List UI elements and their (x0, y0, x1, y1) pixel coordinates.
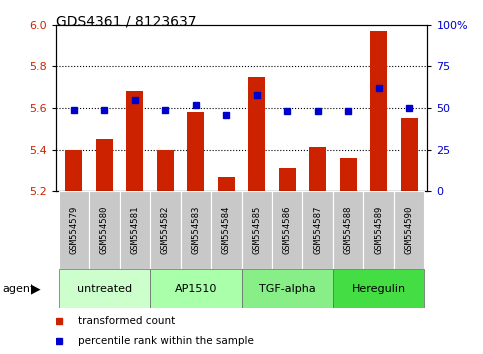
Bar (58, 191, 89, 269)
Text: GSM554580: GSM554580 (100, 206, 109, 254)
Text: GSM554579: GSM554579 (70, 206, 78, 254)
Text: GSM554590: GSM554590 (405, 206, 413, 254)
Bar (181, 191, 211, 269)
Text: GSM554581: GSM554581 (130, 206, 139, 254)
Bar (150, 191, 181, 269)
Bar (248, 77, 265, 191)
Bar (242, 269, 333, 308)
Text: GSM554582: GSM554582 (161, 206, 170, 254)
Bar (58, 269, 150, 308)
Bar (333, 191, 363, 269)
Text: untreated: untreated (77, 284, 132, 293)
Bar (120, 191, 150, 269)
Bar (302, 191, 333, 269)
Text: GSM554585: GSM554585 (252, 206, 261, 254)
Text: transformed count: transformed count (78, 316, 175, 326)
Bar (242, 191, 272, 269)
Text: GSM554586: GSM554586 (283, 206, 292, 254)
Bar (211, 191, 242, 269)
Bar (187, 112, 204, 191)
Text: ▶: ▶ (31, 282, 41, 295)
Bar (89, 191, 120, 269)
Text: GSM554587: GSM554587 (313, 206, 322, 254)
Text: Heregulin: Heregulin (352, 284, 406, 293)
Text: percentile rank within the sample: percentile rank within the sample (78, 336, 254, 346)
Bar (279, 168, 296, 191)
Bar (66, 149, 82, 191)
Text: TGF-alpha: TGF-alpha (259, 284, 315, 293)
Bar (363, 191, 394, 269)
Bar (96, 139, 113, 191)
Text: GSM554589: GSM554589 (374, 206, 383, 254)
Bar (340, 158, 356, 191)
Bar (394, 191, 425, 269)
Bar (370, 31, 387, 191)
Bar (157, 149, 174, 191)
Text: GSM554588: GSM554588 (344, 206, 353, 254)
Bar (309, 148, 326, 191)
Bar (150, 269, 242, 308)
Text: GSM554583: GSM554583 (191, 206, 200, 254)
Bar (272, 191, 302, 269)
Text: GDS4361 / 8123637: GDS4361 / 8123637 (56, 14, 196, 28)
Text: agent: agent (2, 284, 35, 293)
Bar (401, 118, 417, 191)
Bar (127, 91, 143, 191)
Bar (218, 177, 235, 191)
Text: GSM554584: GSM554584 (222, 206, 231, 254)
Text: AP1510: AP1510 (174, 284, 217, 293)
Bar (333, 269, 425, 308)
